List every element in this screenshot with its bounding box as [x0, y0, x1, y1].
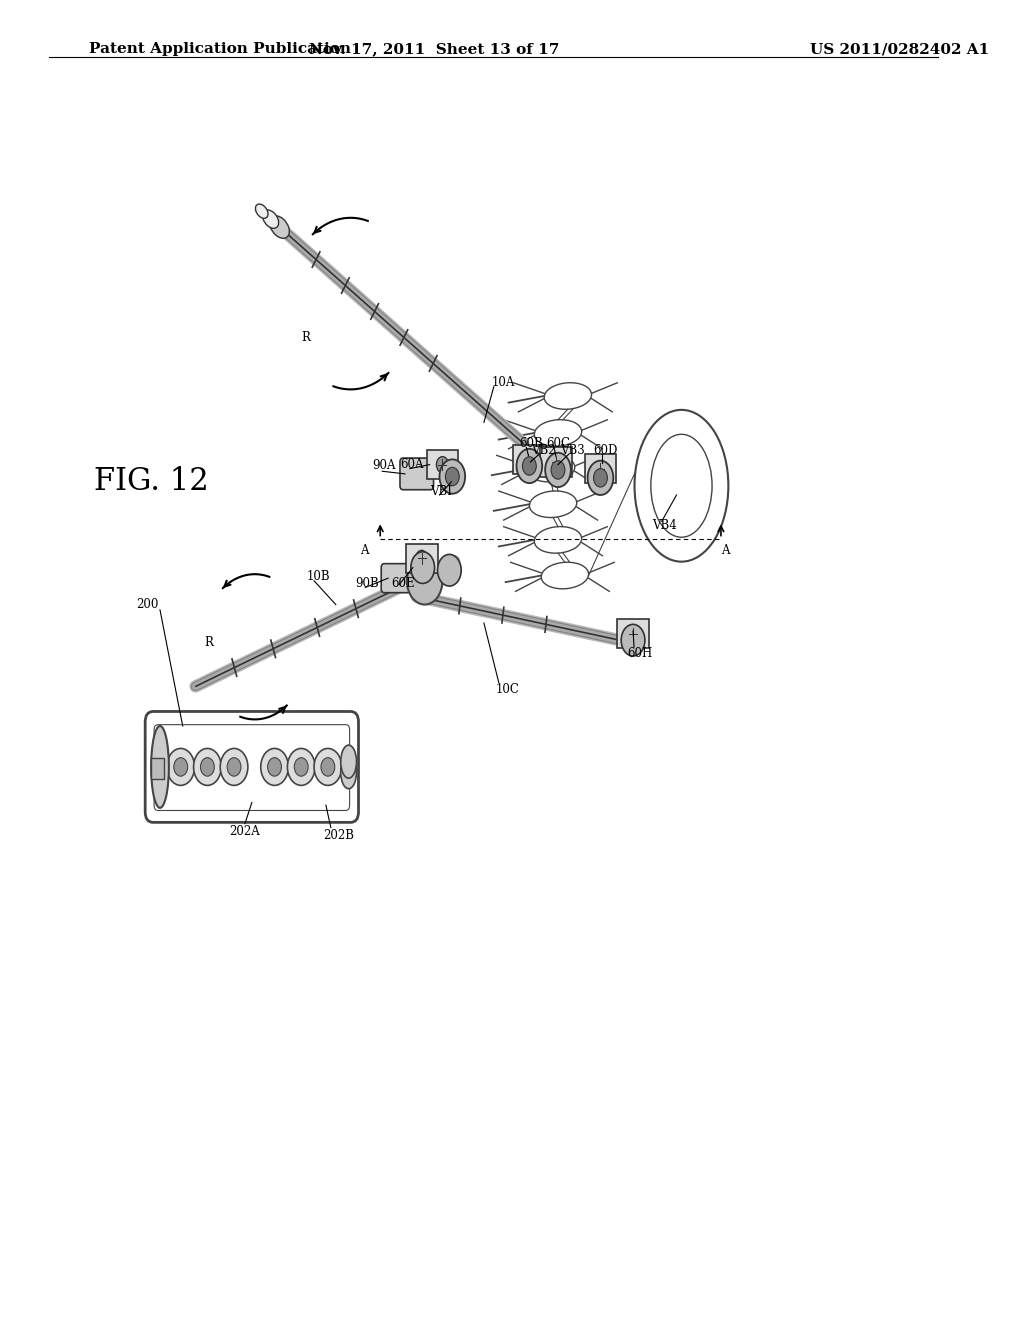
Circle shape: [436, 457, 449, 473]
Circle shape: [622, 624, 645, 656]
Text: 60C: 60C: [546, 437, 570, 450]
Text: US 2011/0282402 A1: US 2011/0282402 A1: [810, 42, 989, 57]
Circle shape: [545, 453, 570, 487]
Circle shape: [227, 758, 241, 776]
Text: 90A: 90A: [373, 459, 396, 473]
Text: 10C: 10C: [496, 682, 519, 696]
Text: 60D: 60D: [594, 444, 617, 457]
Circle shape: [407, 557, 442, 605]
Circle shape: [516, 449, 542, 483]
Text: VBI: VBI: [431, 484, 453, 498]
Circle shape: [220, 748, 248, 785]
Text: VB4: VB4: [652, 519, 677, 532]
Text: VB3: VB3: [560, 444, 585, 457]
Text: 200: 200: [136, 598, 159, 611]
Circle shape: [167, 748, 195, 785]
Circle shape: [550, 454, 562, 470]
Text: 60B: 60B: [519, 437, 543, 450]
Text: 90B: 90B: [355, 577, 379, 590]
FancyBboxPatch shape: [381, 564, 411, 593]
Text: 202B: 202B: [323, 829, 354, 842]
Bar: [617, 619, 649, 648]
Circle shape: [294, 758, 308, 776]
Ellipse shape: [269, 215, 290, 239]
Circle shape: [194, 748, 221, 785]
Bar: [585, 454, 616, 483]
Text: A: A: [721, 544, 729, 557]
Bar: [427, 450, 459, 479]
Circle shape: [522, 451, 535, 467]
Circle shape: [594, 469, 607, 487]
Bar: [152, 758, 164, 779]
Ellipse shape: [341, 744, 356, 777]
Text: Nov. 17, 2011  Sheet 13 of 17: Nov. 17, 2011 Sheet 13 of 17: [309, 42, 560, 57]
Circle shape: [201, 758, 214, 776]
Circle shape: [416, 550, 428, 566]
Ellipse shape: [262, 210, 279, 228]
Text: 10A: 10A: [492, 376, 515, 389]
Text: 10B: 10B: [306, 570, 330, 583]
Circle shape: [437, 554, 461, 586]
Text: Patent Application Publication: Patent Application Publication: [89, 42, 351, 57]
Circle shape: [411, 552, 434, 583]
Circle shape: [261, 748, 289, 785]
Ellipse shape: [152, 726, 169, 808]
Circle shape: [445, 467, 459, 486]
Text: 202A: 202A: [229, 825, 260, 838]
Circle shape: [288, 748, 315, 785]
Circle shape: [439, 459, 465, 494]
Ellipse shape: [341, 755, 356, 789]
Text: 60E: 60E: [391, 577, 415, 590]
Circle shape: [588, 461, 613, 495]
Text: 60A: 60A: [400, 458, 424, 471]
Text: FIG. 12: FIG. 12: [94, 466, 209, 498]
Text: 60H: 60H: [627, 647, 652, 660]
Text: R: R: [301, 331, 310, 345]
Bar: [406, 544, 437, 573]
Circle shape: [595, 461, 606, 477]
Text: R: R: [205, 636, 213, 649]
Circle shape: [174, 758, 187, 776]
Circle shape: [522, 457, 537, 475]
Ellipse shape: [255, 205, 268, 218]
Circle shape: [267, 758, 282, 776]
FancyBboxPatch shape: [400, 458, 433, 490]
Text: A: A: [360, 544, 369, 557]
Circle shape: [551, 461, 565, 479]
Circle shape: [314, 748, 342, 785]
Circle shape: [627, 626, 639, 642]
Bar: [541, 447, 571, 477]
Circle shape: [321, 758, 335, 776]
Text: VB2: VB2: [531, 444, 556, 457]
Bar: [513, 445, 544, 474]
